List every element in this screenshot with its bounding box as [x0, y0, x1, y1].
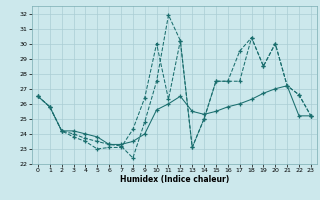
- X-axis label: Humidex (Indice chaleur): Humidex (Indice chaleur): [120, 175, 229, 184]
